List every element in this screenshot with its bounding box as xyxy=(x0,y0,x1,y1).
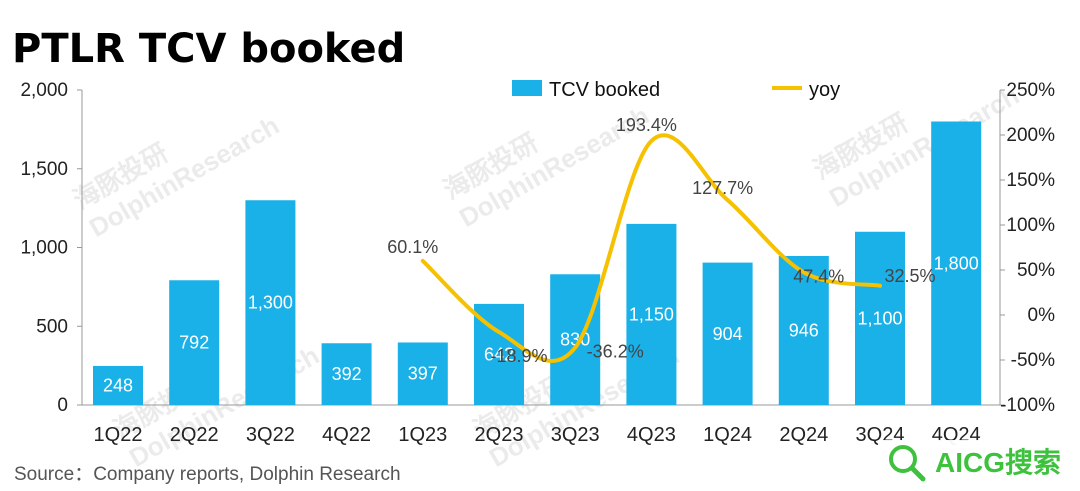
category-label: 1Q22 xyxy=(94,424,143,446)
bar xyxy=(702,262,753,405)
chart-title: PTLR TCV booked xyxy=(12,26,405,72)
bar xyxy=(626,223,677,405)
bar xyxy=(321,343,372,405)
left-tick-label: 1,000 xyxy=(20,238,68,259)
category-label: 2Q24 xyxy=(779,424,828,446)
right-tick-label: -100% xyxy=(1000,395,1055,416)
category-label: 4Q23 xyxy=(627,424,676,446)
bar-data-label: 392 xyxy=(332,364,362,384)
axes: 0 500 1,000 1,500 2,000 -100% -50% 0% 50% 100% 150… xyxy=(20,80,1055,446)
category-label: 3Q22 xyxy=(246,424,295,446)
category-label: 1Q24 xyxy=(703,424,752,446)
bar xyxy=(169,280,220,405)
yoy-line xyxy=(420,133,882,363)
line-series: 60.1% -18.9% -36.2% 193.4% 127.7% 47.4% 32.5% xyxy=(387,115,935,366)
bar-data-label: 1,150 xyxy=(629,304,674,324)
bar xyxy=(550,274,601,405)
bar-data-label: 248 xyxy=(103,375,133,395)
category-label: 2Q22 xyxy=(170,424,219,446)
legend-label-line: yoy xyxy=(809,79,840,101)
legend-label-bar: TCV booked xyxy=(549,79,660,101)
bar xyxy=(931,121,982,405)
bar xyxy=(93,365,143,405)
bar-data-label: 904 xyxy=(713,324,743,344)
yoy-data-label: 193.4% xyxy=(616,115,677,135)
magnifier-icon xyxy=(889,445,917,473)
bar xyxy=(397,342,448,405)
magnifier-handle xyxy=(909,465,926,482)
right-tick-label: -50% xyxy=(1011,350,1055,371)
bar xyxy=(245,200,296,405)
right-tick-label: 50% xyxy=(1017,260,1055,281)
left-tick-label: 0 xyxy=(57,395,68,416)
yoy-data-label: 47.4% xyxy=(793,266,844,286)
legend: TCV booked yoy xyxy=(512,79,840,101)
bar-data-label: 1,100 xyxy=(857,308,902,328)
source-note: Source：Company reports, Dolphin Research xyxy=(14,464,401,485)
aicg-badge: AICG搜索 xyxy=(878,440,1076,488)
badge-text: AICG搜索 xyxy=(935,447,1061,478)
bar-data-label: 1,800 xyxy=(934,253,979,273)
category-label: 4Q22 xyxy=(322,424,371,446)
right-tick-label: 200% xyxy=(1006,125,1055,146)
category-label: 2Q23 xyxy=(475,424,524,446)
bar-data-label: 1,300 xyxy=(248,293,293,313)
right-tick-label: 100% xyxy=(1006,215,1055,236)
right-tick-label: 150% xyxy=(1006,170,1055,191)
yoy-data-label: -18.9% xyxy=(490,346,547,366)
yoy-data-label: 60.1% xyxy=(387,237,438,257)
category-label: 1Q23 xyxy=(398,424,447,446)
left-tick-label: 1,500 xyxy=(20,159,68,180)
left-tick-label: 500 xyxy=(36,316,68,337)
right-tick-label: 250% xyxy=(1006,80,1055,101)
category-label: 3Q23 xyxy=(551,424,600,446)
bar xyxy=(855,231,905,405)
legend-swatch-bar xyxy=(512,80,542,96)
yoy-data-label: 127.7% xyxy=(692,178,753,198)
bar-data-label: 642 xyxy=(484,344,514,364)
yoy-data-label: 32.5% xyxy=(884,266,935,286)
yoy-data-label: -36.2% xyxy=(587,342,644,362)
bar-data-label: 946 xyxy=(789,321,819,341)
right-tick-label: 0% xyxy=(1028,305,1056,326)
bar-data-label: 792 xyxy=(179,333,209,353)
bar-data-label: 397 xyxy=(408,364,438,384)
left-tick-label: 2,000 xyxy=(20,80,68,101)
